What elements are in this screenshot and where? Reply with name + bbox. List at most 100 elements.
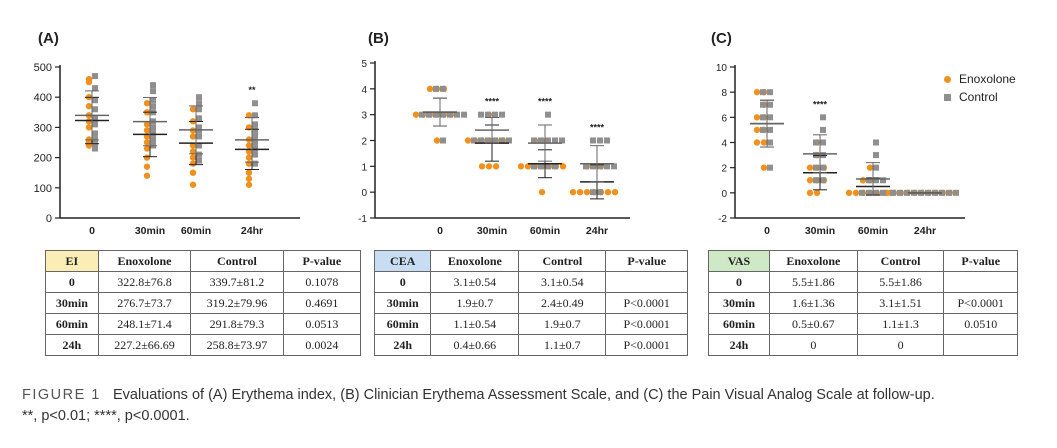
- control-point: [820, 114, 826, 121]
- control-point: [252, 139, 258, 146]
- enoxolone-point: [806, 177, 814, 184]
- enoxolone-point: [143, 100, 151, 107]
- control-point: [252, 145, 258, 152]
- control-point: [499, 137, 505, 144]
- control-point: [461, 111, 467, 118]
- control-point: [820, 177, 826, 184]
- table-row: 30min 1.9±0.7 2.4±0.49 P<0.0001: [373, 292, 688, 314]
- enoxolone-point: [245, 175, 253, 182]
- table-header-cell: Control: [190, 250, 284, 272]
- y-tick-label: 2: [721, 164, 727, 175]
- enoxolone-point: [478, 163, 486, 170]
- control-point: [767, 126, 773, 133]
- control-point: [813, 177, 819, 184]
- table-cell: 276.7±73.7: [97, 292, 192, 314]
- table-cell: 24h: [373, 334, 432, 356]
- table-cell: 5.5±1.86: [768, 271, 858, 293]
- control-point: [150, 88, 156, 95]
- control-point: [590, 137, 596, 144]
- enoxolone-point: [143, 163, 151, 170]
- control-point: [196, 151, 202, 158]
- chart-cea: -1 0 1 2 3 4 5 0 30min 60min 24hr **** **** ****: [358, 59, 630, 237]
- control-point: [150, 124, 156, 131]
- enoxolone-point: [576, 188, 584, 196]
- control-point: [150, 82, 156, 89]
- table-row: 24h 0.4±0.66 1.1±0.7 P<0.0001: [373, 334, 688, 356]
- table-cell: 0: [373, 271, 432, 293]
- control-point: [552, 163, 558, 170]
- table-cell: P<0.0001: [605, 334, 688, 356]
- table-cell: 291.8±79.3: [190, 313, 284, 335]
- enoxolone-point: [189, 181, 197, 188]
- table-row: 30min 276.7±73.7 319.2±79.96 0.4691: [45, 292, 362, 314]
- control-point: [611, 163, 617, 170]
- y-tick-label: 1: [361, 162, 367, 173]
- significance-marker: **: [248, 85, 256, 95]
- enoxolone-point: [806, 164, 814, 171]
- table-cell: 30min: [45, 292, 99, 314]
- x-tick-label: 0: [764, 225, 770, 237]
- control-point: [897, 189, 903, 196]
- y-tick-label: 2: [361, 137, 367, 148]
- y-tick-label: 0: [721, 189, 727, 200]
- control-point: [196, 115, 202, 122]
- y-tick-label: 5: [361, 59, 367, 70]
- legend-label-enoxolone: Enoxolone: [959, 72, 1016, 86]
- table-header-cell: CEA: [373, 250, 432, 272]
- caption-footnote: **, p<0.01; ****, p<0.0001.: [22, 408, 190, 424]
- enoxolone-point: [143, 145, 151, 152]
- control-point: [873, 177, 879, 184]
- control-point: [820, 126, 826, 133]
- control-point: [485, 111, 491, 118]
- chart-erythema-index: 0 100 200 300 400 500 0 30min 60min 24hr **: [34, 62, 300, 237]
- table-row: 0 3.1±0.54 3.1±0.54: [373, 271, 688, 293]
- x-tick-label: 60min: [530, 225, 560, 237]
- control-point: [880, 189, 886, 196]
- table-row: 24h 227.2±66.69 258.8±73.97 0.0024: [45, 334, 362, 356]
- enoxolone-point: [245, 112, 253, 119]
- control-point: [767, 114, 773, 121]
- table-cell: 60min: [708, 313, 770, 335]
- legend-item-control: Control: [944, 88, 1016, 106]
- y-tick-label: 4: [361, 85, 367, 96]
- significance-marker: ****: [538, 97, 553, 107]
- panel-b-label: (B): [368, 30, 389, 47]
- control-point: [471, 137, 477, 144]
- y-tick-label: 10: [716, 63, 728, 74]
- control-point: [252, 100, 258, 107]
- table-cell: 30min: [708, 292, 770, 314]
- table-cell: 0: [856, 334, 945, 356]
- x-tick-label: 60min: [181, 225, 211, 237]
- control-point: [433, 111, 439, 118]
- table-cell: 3.1±1.51: [856, 292, 945, 314]
- figure-caption: FIGURE 1 Evaluations of (A) Erythema ind…: [22, 385, 1042, 427]
- enoxolone-point: [245, 181, 253, 188]
- enoxolone-point: [85, 78, 93, 86]
- x-tick-label: 0: [89, 225, 95, 237]
- control-point: [252, 127, 258, 134]
- table-cell: 0.0510: [943, 313, 1018, 335]
- enoxolone-point: [852, 189, 860, 197]
- control-point: [447, 111, 453, 118]
- control-point: [485, 137, 491, 144]
- control-point: [426, 111, 432, 118]
- gray-square-icon: [944, 93, 951, 101]
- table-header-cell: Enoxolone: [97, 250, 192, 272]
- control-point: [492, 111, 498, 118]
- control-point: [440, 137, 446, 144]
- control-point: [492, 137, 498, 144]
- control-point: [531, 163, 537, 170]
- x-tick-label: 30min: [477, 225, 507, 237]
- enoxolone-point: [143, 127, 151, 134]
- enoxolone-point: [189, 133, 197, 140]
- table-cell: [943, 271, 1018, 293]
- table-cell: P<0.0001: [943, 292, 1018, 314]
- enoxolone-point: [85, 103, 93, 110]
- table-header-cell: Enoxolone: [430, 250, 520, 272]
- table-cell: 0.5±0.67: [768, 313, 858, 335]
- enoxolone-point: [569, 188, 577, 196]
- control-point: [196, 157, 202, 164]
- x-tick-label: 24hr: [914, 225, 936, 237]
- enoxolone-point: [143, 139, 151, 146]
- table-cell: 3.1±0.54: [430, 271, 520, 293]
